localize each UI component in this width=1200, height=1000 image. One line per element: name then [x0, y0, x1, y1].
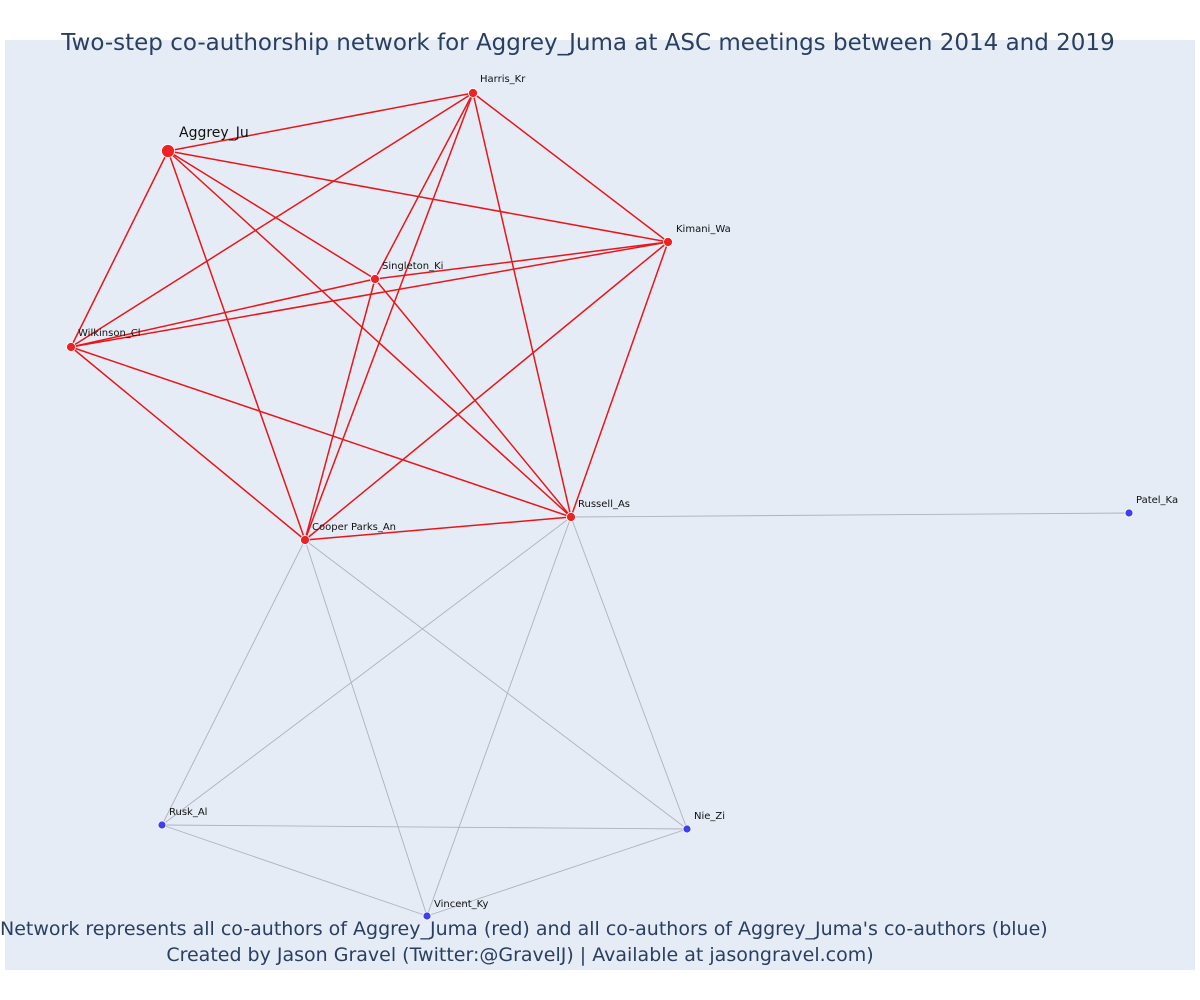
node-cooper[interactable]	[300, 535, 310, 545]
node-label-cooper: Cooper Parks_An	[312, 522, 396, 533]
node-kimani[interactable]	[663, 237, 673, 247]
edge-russell-rusk	[161, 516, 572, 826]
edge-russell-cooper	[304, 516, 572, 541]
edge-russell-patel	[570, 512, 1130, 518]
edge-harris-singleton	[374, 92, 474, 280]
node-label-singleton: Singleton_Ki	[382, 261, 443, 272]
node-label-kimani: Kimani_Wa	[676, 224, 731, 235]
edge-wilkinson-russell	[70, 346, 572, 518]
caption-description: Network represents all co-authors of Agg…	[0, 918, 1048, 940]
edge-cooper-nie	[304, 539, 688, 830]
plot-area	[5, 40, 1195, 970]
edge-kimani-wilkinson	[70, 241, 669, 348]
edge-aggrey-russell	[167, 150, 572, 518]
node-label-wilkinson: Wilkinson_Cl	[78, 328, 141, 339]
node-label-russell: Russell_As	[578, 499, 630, 510]
node-label-patel: Patel_Ka	[1136, 495, 1178, 506]
edge-kimani-russell	[570, 241, 669, 518]
node-vincent[interactable]	[422, 911, 432, 921]
edge-wilkinson-cooper	[70, 346, 306, 541]
edge-cooper-vincent	[304, 539, 428, 917]
node-label-harris: Harris_Kr	[480, 74, 526, 85]
edge-harris-kimani	[472, 92, 669, 243]
caption-credit: Created by Jason Gravel (Twitter:@Gravel…	[166, 944, 874, 966]
edge-singleton-cooper	[304, 278, 376, 541]
edge-rusk-nie	[161, 824, 688, 830]
node-wilkinson[interactable]	[66, 342, 76, 352]
edge-russell-nie	[570, 516, 688, 830]
edge-singleton-wilkinson	[70, 278, 376, 348]
edge-nie-vincent	[426, 828, 688, 917]
edge-aggrey-singleton	[167, 150, 376, 280]
node-label-aggrey: Aggrey_Ju	[179, 125, 249, 141]
edge-harris-russell	[472, 92, 572, 518]
edge-aggrey-harris	[167, 92, 474, 152]
edge-kimani-singleton	[374, 241, 669, 280]
edge-cooper-rusk	[161, 539, 306, 826]
edge-harris-cooper	[304, 92, 474, 541]
node-label-vincent: Vincent_Ky	[434, 899, 488, 910]
node-rusk[interactable]	[157, 820, 167, 830]
edge-singleton-russell	[374, 278, 572, 518]
node-aggrey[interactable]	[161, 144, 175, 158]
edge-rusk-vincent	[161, 824, 428, 917]
node-russell[interactable]	[566, 512, 576, 522]
edge-aggrey-wilkinson	[70, 150, 169, 348]
second-step-edges	[161, 512, 1130, 917]
node-nie[interactable]	[682, 824, 692, 834]
node-harris[interactable]	[468, 88, 478, 98]
node-singleton[interactable]	[370, 274, 380, 284]
edge-kimani-cooper	[304, 241, 669, 541]
node-label-rusk: Rusk_Al	[169, 807, 207, 818]
chart-title: Two-step co-authorship network for Aggre…	[61, 30, 1115, 56]
coauthor-edges	[70, 92, 669, 541]
edge-russell-vincent	[426, 516, 572, 917]
node-label-nie: Nie_Zi	[694, 811, 725, 822]
node-labels: Aggrey_Ju Harris_Kr Kimani_Wa Singleton_Ki W…	[78, 74, 1178, 910]
node-patel[interactable]	[1124, 508, 1134, 518]
edge-harris-wilkinson	[70, 92, 474, 348]
edge-aggrey-cooper	[167, 150, 306, 541]
nodes	[66, 88, 1134, 921]
